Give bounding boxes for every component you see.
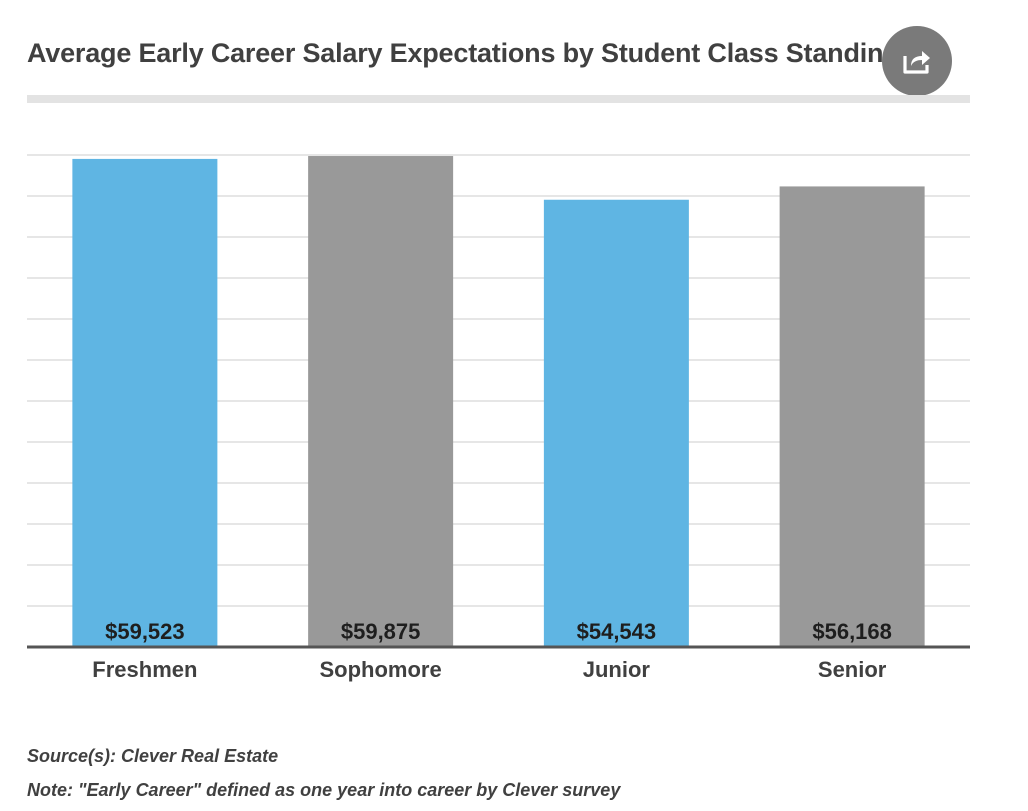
bar-value-label: $54,543	[577, 619, 657, 644]
x-tick-label: Junior	[583, 657, 651, 682]
chart-title: Average Early Career Salary Expectations…	[27, 38, 900, 68]
share-button[interactable]	[882, 26, 952, 96]
bar-freshmen[interactable]	[72, 158, 218, 647]
bar-sophomore[interactable]	[308, 156, 454, 647]
bars	[72, 156, 925, 647]
bar-junior[interactable]	[543, 199, 689, 647]
source-note: Source(s): Clever Real Estate	[27, 746, 279, 766]
bar-value-label: $56,168	[812, 619, 892, 644]
bar-value-label: $59,875	[341, 619, 421, 644]
title-divider	[27, 95, 970, 103]
bar-senior[interactable]	[779, 186, 925, 647]
share-icon	[903, 51, 930, 74]
bar-value-label: $59,523	[105, 619, 185, 644]
x-tick-label: Senior	[818, 657, 887, 682]
x-tick-label: Sophomore	[320, 657, 442, 682]
x-tick-label: Freshmen	[92, 657, 197, 682]
labels: $59,523 Freshmen $59,875 Sophomore $54,543 Ju…	[92, 619, 892, 682]
definition-note: Note: "Early Career" defined as one year…	[27, 780, 621, 800]
